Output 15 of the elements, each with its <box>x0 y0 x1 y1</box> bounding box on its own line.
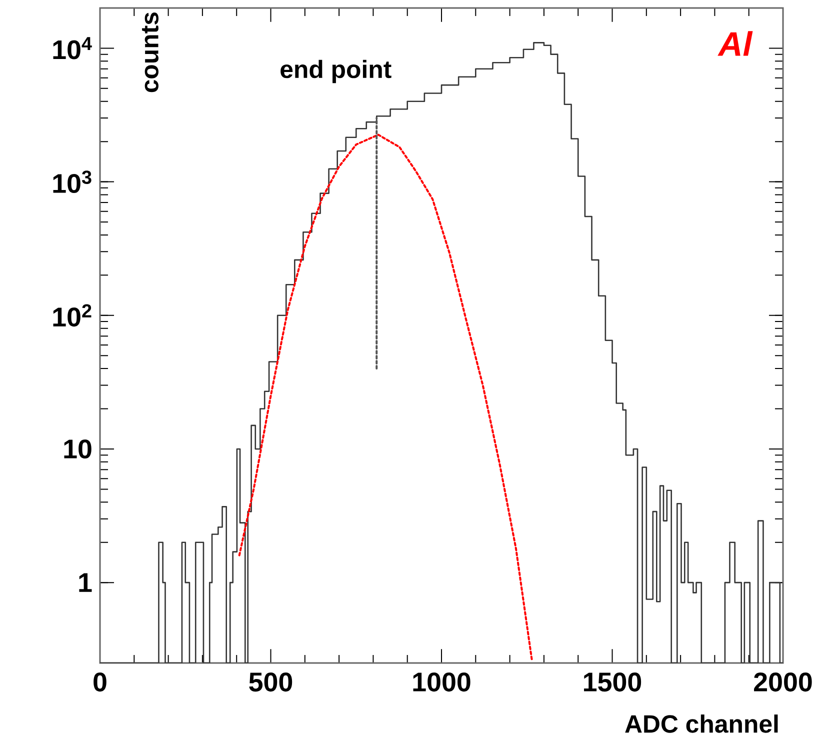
x-tick-label: 2000 <box>754 672 812 692</box>
y-tick-label: 1 <box>79 573 92 592</box>
x-axis-title: ADC channel <box>625 714 778 733</box>
y-tick-label: 10$^{3}$ <box>53 170 92 193</box>
y-tick-label: 10$^{2}$ <box>53 304 92 327</box>
line-series <box>238 134 533 662</box>
y-tick-label: 10 <box>64 439 92 459</box>
x-tick-label: 1500 <box>584 672 642 692</box>
annotation: Al <box>718 31 753 56</box>
x-tick-label: 1000 <box>413 672 470 692</box>
y-axis-title: counts <box>142 12 158 92</box>
y-tick-label: 10$^{4}$ <box>53 37 92 60</box>
annotation: end point <box>280 60 392 84</box>
x-tick-label: 500 <box>249 672 292 692</box>
x-tick-label: 0 <box>94 672 106 692</box>
